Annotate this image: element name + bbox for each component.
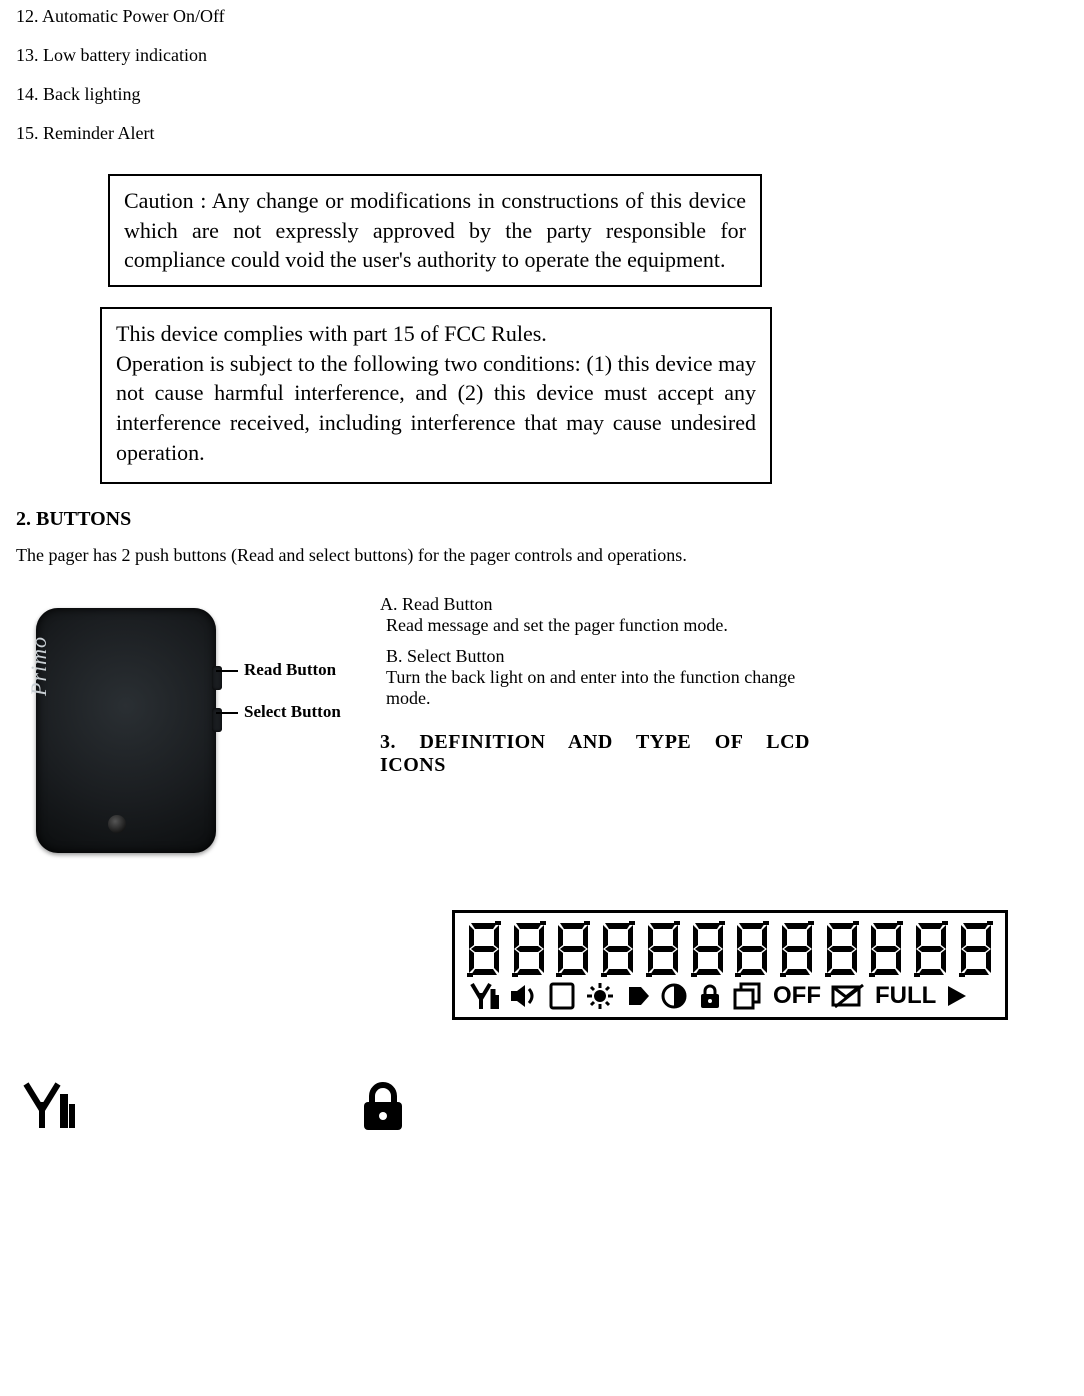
pager-diagram: Primo Read Button Select Button (16, 594, 356, 860)
seven-segment-digit (823, 921, 861, 977)
duplicate-icon (733, 982, 763, 1010)
seven-segment-digit (510, 921, 548, 977)
off-label: OFF (773, 982, 821, 1010)
pager-brand-label: Primo (26, 636, 52, 696)
bottom-icons-row (16, 1080, 1068, 1132)
pager-body: Primo (36, 608, 216, 853)
feature-item: 12. Automatic Power On/Off (16, 6, 1068, 27)
seven-segment-digit (644, 921, 682, 977)
caution-box: Caution : Any change or modifications in… (108, 174, 762, 287)
seven-segment-digit (465, 921, 503, 977)
lock-icon (697, 982, 723, 1010)
select-button-label: Select Button (244, 702, 341, 722)
seven-segment-digit (554, 921, 592, 977)
section2-heading: 2. BUTTONS (16, 508, 1068, 531)
seven-segment-digit (733, 921, 771, 977)
read-button-label: Read Button (244, 660, 336, 680)
speaker-icon (509, 983, 539, 1009)
seven-segment-digit (867, 921, 905, 977)
play-icon (946, 984, 968, 1008)
fcc-line2: Operation is subject to the following tw… (116, 349, 756, 468)
caution-text: Caution : Any change or modifications in… (124, 186, 746, 275)
antenna-large-icon (22, 1080, 78, 1130)
buttons-row: Primo Read Button Select Button A. Read … (16, 594, 1068, 860)
full-label: FULL (875, 982, 936, 1010)
button-a-desc: Read message and set the pager function … (380, 615, 820, 636)
button-b-desc: Turn the back light on and enter into th… (380, 667, 820, 709)
button-a-title: A. Read Button (380, 594, 820, 615)
seven-segment-digit (778, 921, 816, 977)
feature-item: 13. Low battery indication (16, 45, 1068, 66)
lock-large-icon (358, 1080, 408, 1132)
buttons-description: A. Read Button Read message and set the … (380, 594, 1068, 777)
lead-line (216, 712, 238, 714)
feature-item: 14. Back lighting (16, 84, 1068, 105)
lcd-digits-row (465, 921, 995, 977)
feature-item: 15. Reminder Alert (16, 123, 1068, 144)
seven-segment-digit (599, 921, 637, 977)
antenna-icon (469, 981, 499, 1011)
lcd-display: OFF FULL (452, 910, 1008, 1020)
alarm-icon (585, 981, 615, 1011)
seven-segment-digit (689, 921, 727, 977)
lead-line (216, 670, 238, 672)
no-mail-icon (831, 983, 865, 1009)
section3-heading: 3. DEFINITION AND TYPE OF LCD ICONS (380, 731, 810, 777)
moon-icon (549, 982, 575, 1010)
lcd-icons-row: OFF FULL (465, 981, 995, 1011)
section2-intro: The pager has 2 push buttons (Read and s… (16, 545, 1068, 566)
seven-segment-digit (912, 921, 950, 977)
fcc-line1: This device complies with part 15 of FCC… (116, 319, 756, 349)
fcc-box: This device complies with part 15 of FCC… (100, 307, 772, 483)
seven-segment-digit (957, 921, 995, 977)
clock-icon (661, 983, 687, 1009)
pager-speaker-dot (108, 815, 126, 833)
button-b-title: B. Select Button (380, 646, 820, 667)
tag-icon (625, 983, 651, 1009)
